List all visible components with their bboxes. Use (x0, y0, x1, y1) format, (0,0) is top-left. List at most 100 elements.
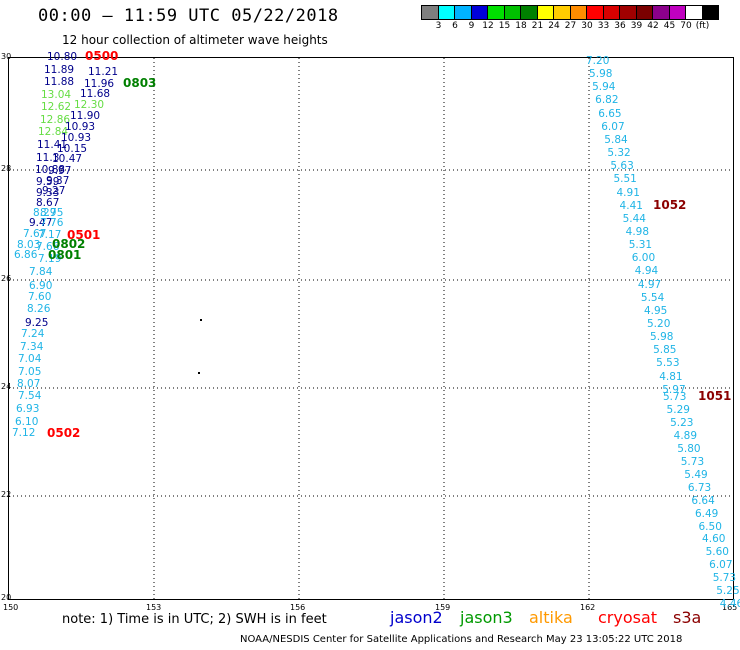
wave-height-value: 5.54 (640, 291, 665, 304)
color-scale-label: 30 (581, 21, 593, 31)
wave-height-value: 4.94 (634, 265, 659, 278)
wave-height-value: 8.26 (27, 303, 51, 315)
wave-height-value: 7.54 (18, 390, 42, 402)
color-swatch (701, 5, 719, 20)
wave-height-value: 5.97 (662, 383, 686, 396)
wave-height-value: 5.20 (647, 318, 671, 330)
wave-height-value: 4.97 (637, 278, 662, 291)
wave-height-value: 6.93 (16, 403, 40, 415)
wave-height-value: 4.60 (702, 533, 726, 546)
wave-height-value: 5.29 (666, 403, 690, 416)
legend-item-altika: altika (529, 608, 573, 627)
color-swatch (619, 5, 637, 20)
wave-height-value: 13.04 (41, 89, 72, 101)
wave-height-value: 5.63 (610, 160, 634, 173)
latitude-label: 20 (1, 593, 12, 602)
page-title: 00:00 – 11:59 UTC 05/22/2018 (38, 6, 339, 26)
wave-height-value: 12.62 (41, 101, 72, 113)
wave-height-value: 11.90 (70, 110, 101, 122)
wave-height-value: 4.89 (673, 429, 698, 442)
color-scale-label: 45 (663, 21, 676, 31)
wave-height-value: 5.98 (589, 68, 613, 81)
wave-height-value: 9.59 (36, 176, 60, 188)
legend-item-cryosat: cryosat (598, 608, 658, 627)
wave-height-value: 7.84 (29, 266, 53, 278)
wave-height-value: 5.84 (604, 133, 628, 146)
wave-height-value: 4.95 (643, 304, 668, 317)
color-scale-label: 24 (548, 21, 560, 31)
map-panel (8, 57, 735, 601)
wave-height-value: 9.25 (25, 317, 49, 329)
latitude-label: 24 (1, 382, 12, 391)
color-swatch (487, 5, 505, 20)
wave-height-value: 7.04 (18, 353, 42, 365)
wave-height-value: 11.41 (37, 139, 68, 151)
wave-height-value: 5.49 (684, 468, 708, 481)
wave-height-value: 5.94 (592, 81, 616, 94)
wave-height-value: 5.60 (705, 546, 729, 559)
longitude-label: 159 (435, 603, 451, 612)
wave-height-value: 6.07 (709, 559, 733, 572)
color-swatch (503, 5, 521, 20)
wave-height-value: 12.30 (74, 99, 105, 111)
pass-time-label: 0802 (52, 237, 86, 251)
color-scale-label: 3 (435, 21, 442, 31)
latitude-label: 26 (1, 274, 12, 283)
wave-height-value: 9.97 (48, 165, 72, 177)
wave-height-value: 5.85 (653, 344, 677, 357)
wave-height-value: 9.37 (46, 175, 70, 187)
wave-height-value: 5.53 (656, 357, 680, 370)
legend-item-jason2: jason2 (390, 608, 443, 627)
wave-height-value: 9.27 (42, 185, 66, 197)
wave-height-value: 5.31 (628, 239, 653, 252)
color-swatch (454, 5, 472, 20)
wave-height-value: 9.33 (36, 187, 60, 199)
wave-height-value: 8.03 (17, 239, 41, 251)
wave-height-value: 6.64 (691, 494, 715, 507)
wave-height-value: 5.73 (663, 391, 687, 403)
color-scale-label: 42 (647, 21, 659, 31)
wave-height-value: 7.66 (36, 241, 60, 253)
pass-time-label: 0801 (48, 248, 82, 262)
pass-time-label: 0500 (85, 49, 119, 63)
map-grid (9, 58, 735, 601)
wave-height-value: 7.20 (586, 55, 610, 67)
wave-height-value: 6.00 (631, 252, 656, 265)
color-swatch (668, 5, 686, 20)
wave-height-value: 11.3 (36, 152, 60, 164)
color-scale-label: 15 (498, 21, 511, 31)
wave-height-value: 6.10 (15, 416, 39, 428)
wave-height-value: 6.82 (595, 94, 619, 107)
wave-height-value: 5.32 (607, 147, 631, 160)
wave-height-value: 8.75 (40, 207, 64, 219)
wave-height-value: 6.07 (601, 120, 625, 133)
pass-time-label: 1052 (653, 198, 687, 212)
color-swatch (437, 5, 455, 20)
page-subtitle: 12 hour collection of altimeter wave hei… (62, 33, 328, 47)
pass-time-label: 0501 (67, 228, 101, 242)
wave-height-value: 10.88 (35, 164, 66, 176)
color-scale-label: 21 (531, 21, 544, 31)
color-scale-label: 9 (468, 21, 475, 31)
color-scale-label: 36 (614, 21, 626, 31)
color-scale-label: 33 (597, 21, 610, 31)
color-swatch (569, 5, 587, 20)
wave-height-value: 5.25 (716, 585, 740, 598)
wave-height-value: 5.51 (613, 173, 637, 186)
wave-height-value: 4.98 (625, 225, 650, 238)
color-scale-label: 6 (452, 21, 458, 31)
color-swatch (685, 5, 703, 20)
wave-height-value: 5.23 (670, 416, 694, 429)
legend-item-s3a: s3a (673, 608, 702, 627)
color-swatch (635, 5, 653, 20)
wave-height-value: 7.60 (28, 291, 52, 303)
wave-height-value: 6.65 (598, 107, 622, 120)
color-swatch (553, 5, 571, 20)
latitude-label: 28 (1, 164, 12, 173)
wave-height-value: 4.81 (659, 370, 683, 383)
wave-height-value: 4.41 (619, 199, 643, 212)
wave-height-value: 11.88 (44, 76, 75, 88)
wave-height-value: 8.67 (36, 197, 60, 209)
wave-height-value: 7.24 (21, 328, 45, 340)
color-scale-label: 18 (515, 21, 527, 31)
